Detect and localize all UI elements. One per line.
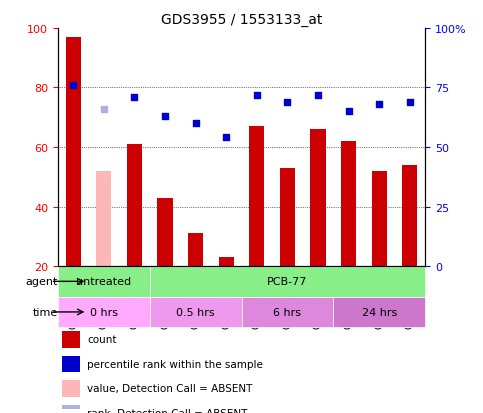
Bar <box>150 297 242 328</box>
Text: percentile rank within the sample: percentile rank within the sample <box>87 359 263 369</box>
Point <box>161 114 169 120</box>
Bar <box>96 171 112 266</box>
Text: untreated: untreated <box>76 277 131 287</box>
Point <box>314 92 322 99</box>
Bar <box>150 266 425 297</box>
Text: 0 hrs: 0 hrs <box>90 307 118 317</box>
Bar <box>62 405 80 413</box>
Bar <box>402 166 417 266</box>
Text: PCB-77: PCB-77 <box>267 277 308 287</box>
Bar <box>219 257 234 266</box>
Bar <box>58 297 150 328</box>
Point <box>192 121 199 127</box>
Point <box>345 109 353 115</box>
Bar <box>62 380 80 396</box>
Point <box>222 135 230 141</box>
Bar <box>58 266 150 297</box>
Bar <box>341 142 356 266</box>
Text: 0.5 hrs: 0.5 hrs <box>176 307 215 317</box>
Bar <box>371 171 387 266</box>
Text: time: time <box>33 307 58 317</box>
Point <box>253 92 261 99</box>
Point <box>375 102 383 108</box>
Text: count: count <box>87 335 117 345</box>
Bar <box>62 356 80 372</box>
Point <box>406 99 413 106</box>
Bar <box>157 198 173 266</box>
Bar <box>127 145 142 266</box>
Bar <box>242 297 333 328</box>
Bar <box>311 130 326 266</box>
Point <box>100 106 108 113</box>
Text: agent: agent <box>26 277 58 287</box>
Bar <box>249 127 265 266</box>
Text: 6 hrs: 6 hrs <box>273 307 301 317</box>
Bar <box>333 297 425 328</box>
Text: 24 hrs: 24 hrs <box>362 307 397 317</box>
Bar <box>280 169 295 266</box>
Bar <box>62 332 80 348</box>
Text: rank, Detection Call = ABSENT: rank, Detection Call = ABSENT <box>87 408 248 413</box>
Point <box>70 83 77 89</box>
Bar <box>188 234 203 266</box>
Text: value, Detection Call = ABSENT: value, Detection Call = ABSENT <box>87 384 253 394</box>
Bar <box>66 38 81 266</box>
Point <box>130 95 138 101</box>
Point <box>284 99 291 106</box>
Title: GDS3955 / 1553133_at: GDS3955 / 1553133_at <box>161 12 322 26</box>
